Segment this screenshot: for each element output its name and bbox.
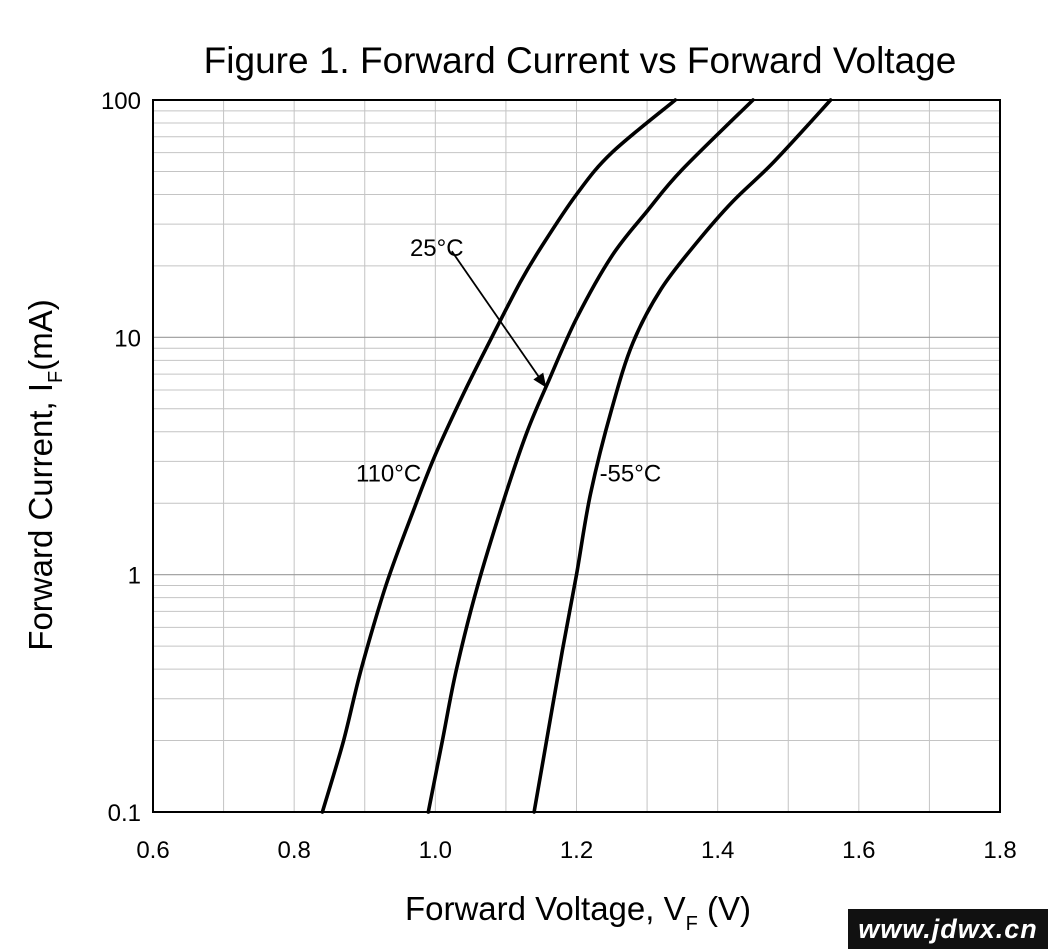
annotations: 110°C 25°C -55°C xyxy=(356,235,661,487)
y-tick-label: 0.1 xyxy=(108,800,141,827)
y-tick-label: 1 xyxy=(128,563,141,590)
annotation-arrowhead xyxy=(533,372,547,388)
y-axis-label: Forward Current, IF(mA) xyxy=(22,299,67,650)
x-tick-label: 1.0 xyxy=(419,837,452,864)
x-tick-label: 1.8 xyxy=(983,837,1016,864)
y-axis-label-main: Forward Current, I xyxy=(22,383,59,651)
x-tick-label: 0.6 xyxy=(136,837,169,864)
x-axis-label-unit: (V) xyxy=(707,890,751,927)
x-tick-label: 1.4 xyxy=(701,837,734,864)
series-line-1 xyxy=(426,98,755,814)
x-axis-label-main: Forward Voltage, V xyxy=(405,890,686,927)
y-tick-labels: 0.1 1 10 100 xyxy=(101,88,141,827)
x-axis-label: Forward Voltage, VF (V) xyxy=(405,890,751,935)
y-axis-label-sub: F xyxy=(45,371,67,383)
watermark: www.jdwx.cn xyxy=(848,909,1048,949)
x-axis-label-sub: F xyxy=(686,913,698,935)
x-tick-label: 0.8 xyxy=(277,837,310,864)
curves xyxy=(320,98,833,814)
series-line-0 xyxy=(320,98,678,814)
curve-label-0: 110°C xyxy=(356,460,421,487)
plot-frame xyxy=(152,99,1001,813)
annotation-arrow xyxy=(451,250,548,389)
x-tick-label: 1.2 xyxy=(560,837,593,864)
y-axis-label-unit: (mA) xyxy=(22,299,59,370)
y-tick-label: 100 xyxy=(101,88,141,115)
x-tick-label: 1.6 xyxy=(842,837,875,864)
curve-label-1: 25°C xyxy=(410,235,464,262)
grid xyxy=(152,100,1001,813)
y-tick-label: 10 xyxy=(114,325,141,352)
series-line-2 xyxy=(532,98,833,814)
x-tick-labels: 0.6 0.8 1.0 1.2 1.4 1.6 1.8 xyxy=(136,837,1016,864)
chart-title: Figure 1. Forward Current vs Forward Vol… xyxy=(204,40,957,81)
curve-label-2: -55°C xyxy=(600,460,662,487)
watermark-text: www.jdwx.cn xyxy=(858,914,1038,944)
